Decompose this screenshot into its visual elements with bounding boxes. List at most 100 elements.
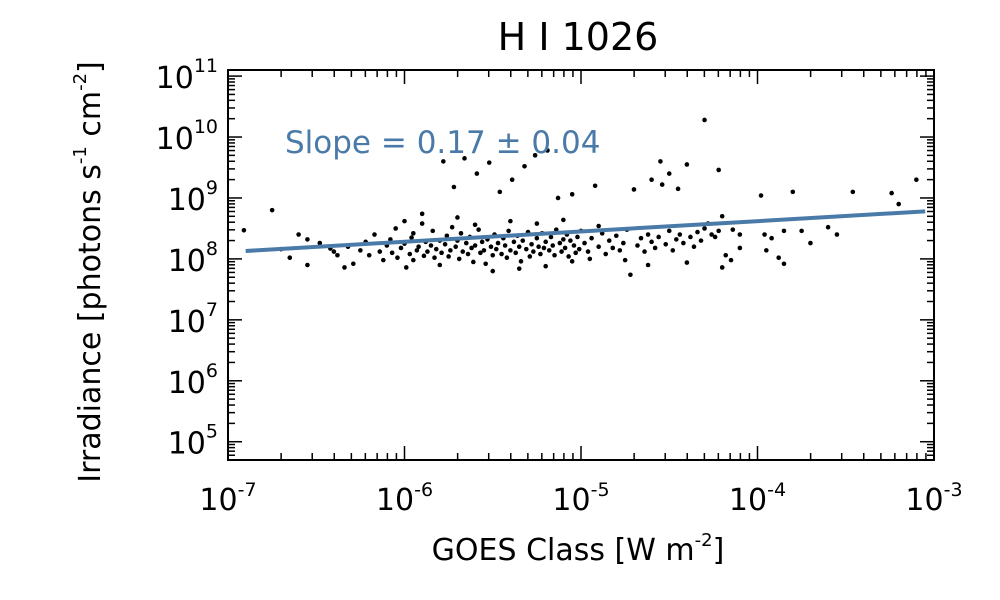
- data-point: [652, 245, 658, 251]
- data-point: [628, 272, 633, 278]
- data-point: [622, 257, 628, 263]
- data-point: [465, 251, 471, 257]
- data-point: [471, 259, 476, 265]
- x-tick-label: 10-6: [376, 479, 433, 518]
- data-point: [712, 234, 718, 240]
- data-point: [495, 240, 501, 246]
- data-point: [716, 228, 721, 234]
- data-point: [531, 249, 536, 254]
- y-tick-label: 1010: [156, 116, 218, 157]
- data-point: [522, 163, 527, 169]
- data-point: [476, 227, 481, 232]
- data-point: [493, 246, 499, 252]
- data-point: [478, 250, 483, 256]
- data-point: [585, 249, 591, 254]
- data-point: [532, 153, 538, 158]
- data-point: [762, 232, 767, 237]
- data-point: [776, 255, 781, 260]
- data-point: [529, 241, 534, 247]
- data-point: [437, 262, 443, 268]
- data-point: [269, 207, 275, 213]
- data-point: [523, 246, 529, 252]
- data-point: [781, 228, 787, 234]
- x-tick-label-exp: -3: [944, 479, 963, 501]
- data-point: [490, 268, 496, 274]
- y-axis-label-sup2: -2: [70, 73, 91, 91]
- data-point: [666, 228, 672, 234]
- data-point: [511, 239, 517, 245]
- data-point: [546, 248, 552, 253]
- y-tick-label-base: 10: [168, 183, 206, 218]
- x-axis-label-main: GOES Class [W m: [432, 533, 695, 568]
- data-point: [516, 244, 522, 250]
- data-point: [553, 227, 559, 232]
- data-point: [592, 183, 598, 189]
- data-point: [504, 255, 510, 260]
- data-point: [421, 253, 427, 259]
- data-point: [381, 257, 386, 263]
- data-point: [658, 159, 663, 164]
- data-point: [508, 248, 513, 253]
- data-point: [702, 117, 707, 123]
- data-point: [366, 252, 372, 258]
- data-point: [723, 252, 729, 258]
- data-point: [552, 252, 557, 258]
- data-point: [451, 184, 457, 190]
- data-point: [587, 256, 593, 262]
- y-axis-label-end: ]: [73, 61, 108, 73]
- tick-labels: 10-7 10-6 10-5 10-4 10-310510610710810910101…: [156, 55, 963, 518]
- x-tick-label-base: 10: [552, 483, 590, 518]
- y-tick-label: 105: [168, 421, 218, 462]
- data-point: [335, 252, 340, 258]
- data-point: [455, 215, 460, 220]
- data-point: [691, 244, 697, 250]
- data-point: [614, 233, 619, 239]
- data-point: [441, 159, 446, 164]
- data-point: [541, 245, 547, 251]
- axis-ticks: [227, 70, 935, 460]
- data-point: [728, 257, 734, 263]
- data-points: [241, 117, 919, 278]
- x-tick-label-exp: -5: [591, 479, 610, 501]
- x-axis-label-sup: -2: [695, 530, 713, 551]
- data-point: [402, 218, 407, 224]
- data-point: [603, 251, 609, 257]
- data-point: [758, 193, 764, 198]
- data-point: [419, 211, 425, 217]
- data-point: [411, 257, 416, 263]
- data-point: [439, 250, 444, 256]
- data-point: [825, 224, 831, 230]
- data-point: [414, 248, 420, 253]
- data-point: [610, 245, 616, 251]
- data-point: [606, 238, 612, 243]
- data-point: [409, 235, 414, 240]
- data-point: [241, 227, 247, 233]
- data-point: [432, 255, 437, 260]
- data-point: [737, 232, 743, 237]
- data-point: [681, 240, 686, 246]
- data-point: [790, 189, 796, 195]
- data-point: [730, 227, 736, 232]
- data-point: [453, 244, 458, 250]
- data-point: [569, 192, 575, 197]
- data-point: [411, 231, 416, 236]
- data-point: [719, 213, 725, 219]
- data-point: [442, 241, 448, 247]
- data-point: [534, 221, 540, 226]
- data-point: [596, 244, 601, 250]
- data-point: [769, 235, 774, 241]
- y-tick-label-base: 10: [168, 427, 206, 462]
- data-point: [342, 265, 347, 270]
- data-point: [425, 249, 430, 254]
- data-point: [389, 250, 395, 256]
- data-point: [674, 237, 679, 242]
- data-point: [287, 255, 293, 260]
- y-tick-label-base: 10: [156, 122, 194, 157]
- x-tick-label: 10-4: [729, 479, 786, 518]
- data-point: [317, 240, 323, 246]
- data-point: [516, 266, 522, 271]
- y-tick-label-exp: 10: [194, 116, 218, 138]
- data-point: [638, 235, 644, 241]
- y-tick-label-exp: 8: [206, 238, 218, 260]
